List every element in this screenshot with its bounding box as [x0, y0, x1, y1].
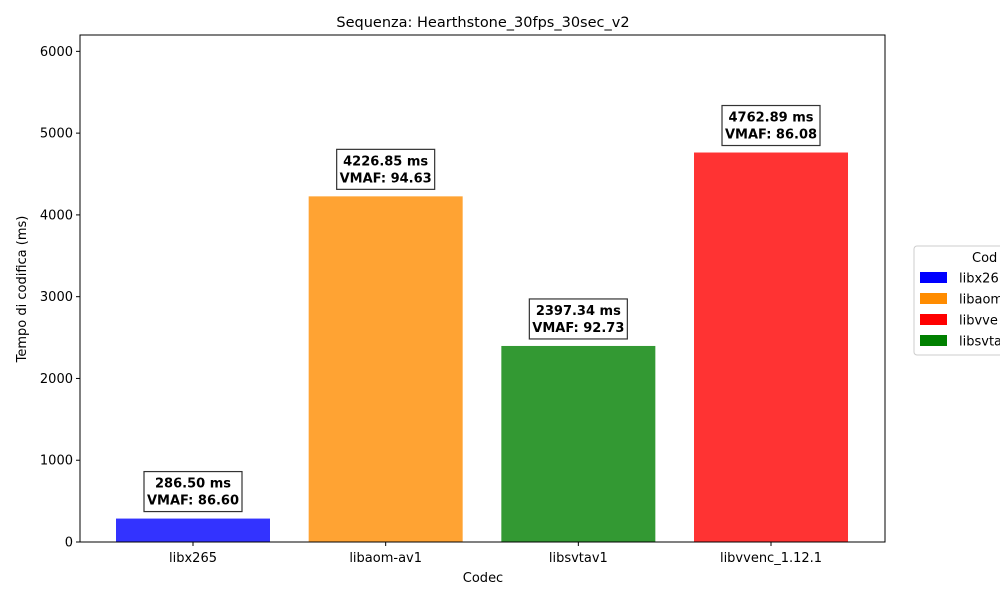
x-tick-label: libx265: [169, 551, 217, 566]
annotation-vmaf: VMAF: 86.08: [725, 128, 817, 143]
y-tick-label: 6000: [40, 45, 73, 60]
y-tick-label: 5000: [40, 127, 73, 142]
annotation-time: 4762.89 ms: [728, 111, 813, 126]
bar-annotation: 286.50 ms VMAF: 86.60: [143, 470, 243, 513]
legend-label: libx26: [959, 272, 999, 287]
annotation-box: [528, 298, 628, 340]
x-tick-label: libsvtav1: [549, 551, 608, 566]
legend-label: libaom: [959, 293, 1000, 308]
annotation-box: [721, 104, 821, 147]
bar-annotation: 4226.85 ms VMAF: 94.63: [336, 148, 436, 190]
legend-swatch: [920, 293, 947, 304]
y-tick-label: 2000: [40, 372, 73, 387]
bar-libaom-av1: [308, 196, 463, 542]
annotation-time: 2397.34 ms: [536, 304, 621, 319]
bar-annotation: 4762.89 ms VMAF: 86.08: [721, 104, 821, 147]
chart-title: Sequenza: Hearthstone_30fps_30sec_v2: [336, 15, 629, 31]
x-tick-label: libaom-av1: [349, 551, 422, 566]
y-tick-label: 1000: [40, 454, 73, 469]
legend-label: libsvta: [959, 335, 1000, 350]
annotation-time: 4226.85 ms: [343, 154, 428, 169]
legend-label: libvve: [959, 314, 998, 329]
plot-frame: [79, 34, 886, 543]
annotation-time: 286.50 ms: [155, 477, 231, 492]
legend-swatch: [920, 335, 947, 346]
annotation-box: [336, 148, 436, 190]
x-tick-label: libvvenc_1.12.1: [720, 551, 822, 566]
legend-swatch: [920, 272, 947, 283]
bar-libsvtav1: [501, 345, 656, 542]
y-tick-label: 4000: [40, 208, 73, 223]
x-axis-label: Codec: [463, 571, 503, 586]
y-axis-label: Tempo di codifica (ms): [15, 216, 30, 364]
legend: Cod libx26 libaom libvve libsvta: [913, 245, 1000, 356]
bar-libx265: [116, 518, 270, 542]
annotation-vmaf: VMAF: 92.73: [532, 321, 624, 336]
annotation-box: [143, 470, 243, 513]
bar-libvvenc_1.12.1: [694, 152, 849, 543]
y-tick-label: 0: [65, 536, 73, 551]
annotation-vmaf: VMAF: 94.63: [340, 171, 432, 186]
legend-swatch: [920, 314, 947, 325]
legend-title: Cod: [972, 251, 997, 266]
annotation-vmaf: VMAF: 86.60: [147, 494, 239, 509]
y-tick-label: 3000: [40, 290, 73, 305]
bar-annotation: 2397.34 ms VMAF: 92.73: [528, 298, 628, 340]
